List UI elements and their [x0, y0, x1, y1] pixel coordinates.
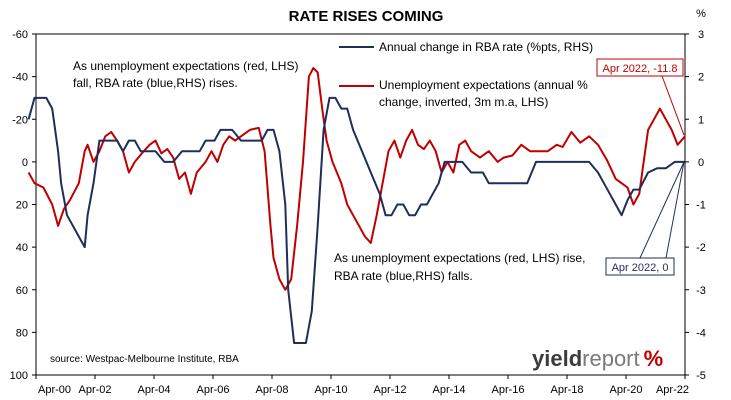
left-tick-label: -60 [12, 29, 28, 41]
left-tick-label: 40 [16, 242, 28, 254]
legend-label-rba: Annual change in RBA rate (%pts, RHS) [379, 40, 593, 54]
left-tick-label: 80 [16, 327, 28, 339]
callout-blue-box [605, 257, 675, 276]
callout-blue-leader-1 [639, 161, 685, 259]
legend-label-unemployment-line2: change, inverted, 3m m.a, LHS) [379, 95, 548, 109]
legend: Annual change in RBA rate (%pts, RHS) Un… [339, 40, 593, 109]
x-tick-label: Apr-04 [137, 384, 170, 396]
right-tick-label: -1 [696, 200, 706, 212]
right-axis: 3 2 1 0 -1 -2 -3 -4 -5 [685, 29, 706, 382]
right-tick-label: -4 [696, 327, 706, 339]
right-tick-label: -5 [696, 370, 706, 382]
annotation-top-line2: fall, RBA rate (blue,RHS) rises. [73, 76, 238, 90]
x-tick-label: Apr-10 [314, 384, 347, 396]
right-tick-label: 2 [698, 72, 704, 84]
right-axis-unit-label: % [696, 8, 706, 20]
left-tick-label: -20 [12, 114, 28, 126]
legend-label-unemployment-line1: Unemployment expectations (annual % [379, 78, 588, 92]
callout-red-text: Apr 2022, -11.8 [602, 63, 677, 75]
right-tick-label: -2 [696, 242, 706, 254]
callout-red-box [596, 58, 684, 77]
left-axis: -60 -40 -20 0 20 40 60 80 100 [10, 29, 36, 382]
x-tick-label: Apr-00 [38, 384, 71, 396]
annotation-bottom-line1: As unemployment expectations (red, LHS) … [334, 251, 585, 265]
left-tick-label: 0 [22, 157, 28, 169]
left-tick-label: 60 [16, 285, 28, 297]
chart-title: RATE RISES COMING [289, 8, 444, 25]
x-tick-label: Apr-06 [196, 384, 229, 396]
yieldreport-logo: yieldreport% [532, 346, 663, 371]
right-tick-label: 0 [698, 157, 704, 169]
right-tick-label: 1 [698, 114, 704, 126]
source-note: source: Westpac-Melbourne Institute, RBA [50, 354, 239, 365]
callout-blue-leader-2 [665, 161, 685, 259]
left-tick-label: -40 [12, 72, 28, 84]
x-tick-label: Apr-22 [656, 384, 689, 396]
series-line-rba-rate [27, 96, 685, 344]
x-tick-label: Apr-16 [491, 384, 524, 396]
callout-blue: Apr 2022, 0 [605, 161, 685, 276]
x-tick-label: Apr-14 [432, 384, 465, 396]
annotation-bottom-line2: RBA rate (blue,RHS) falls. [334, 269, 473, 283]
series-lines [27, 67, 686, 344]
left-tick-label: 20 [16, 200, 28, 212]
x-tick-label: Apr-12 [373, 384, 406, 396]
x-axis: Apr-00 Apr-02 Apr-04 Apr-06 Apr-08 Apr-10 Apr-… [35, 375, 689, 396]
callout-red: Apr 2022, -11.8 [596, 58, 685, 136]
x-tick-label: Apr-20 [609, 384, 642, 396]
x-tick-label: Apr-02 [78, 384, 111, 396]
left-tick-label: 100 [10, 370, 28, 382]
x-tick-label: Apr-08 [255, 384, 288, 396]
x-tick-label: Apr-18 [550, 384, 583, 396]
annotation-top-line1: As unemployment expectations (red, LHS) [73, 59, 298, 73]
callout-red-leader [661, 75, 685, 136]
plot-area [35, 33, 686, 376]
logo-wordmark: yieldreport% [532, 346, 663, 371]
right-tick-label: -3 [696, 285, 706, 297]
right-tick-label: 3 [698, 29, 704, 41]
series-line-unemployment-expectations [27, 67, 686, 291]
callout-blue-text: Apr 2022, 0 [612, 262, 669, 274]
